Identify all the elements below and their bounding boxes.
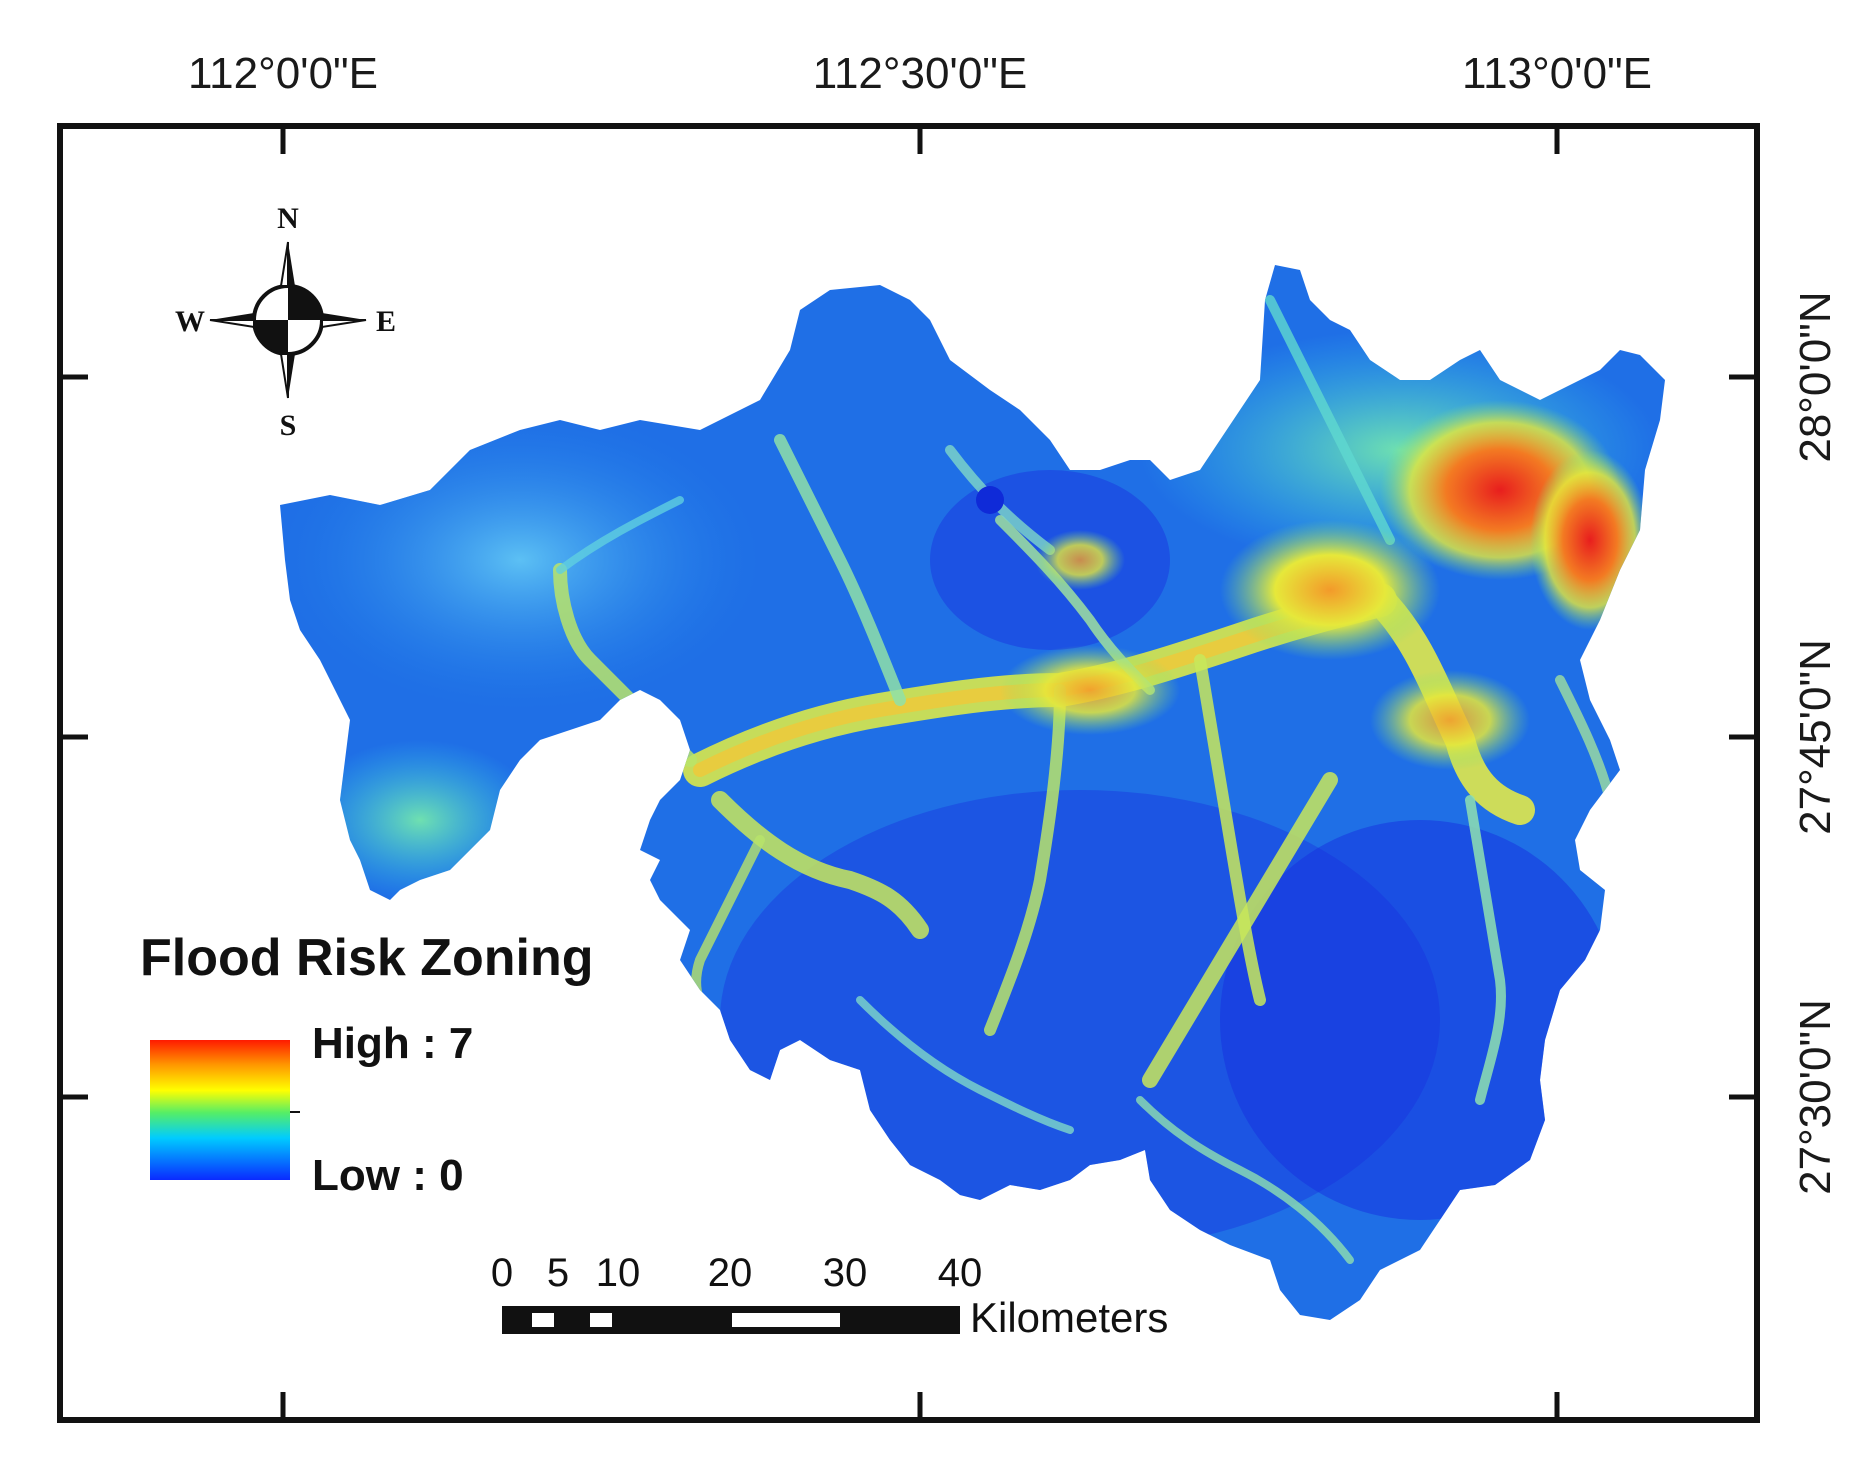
scale-bar: 0 5 10 20 30 40 Kilometers xyxy=(491,1251,1169,1341)
hotspot-east-core xyxy=(1530,450,1650,630)
legend: Flood Risk Zoning High : 7 Low : 0 xyxy=(140,929,594,1200)
lat-label-27-30: 27°30'0"N xyxy=(1791,999,1840,1195)
legend-low-label: Low : 0 xyxy=(312,1151,464,1200)
hotspot-city xyxy=(1220,520,1440,660)
lat-label-28-0: 28°0'0"N xyxy=(1791,291,1840,462)
southwest-green-zone xyxy=(300,740,540,900)
scale-tick-5: 5 xyxy=(547,1251,569,1295)
west-pale-zone xyxy=(280,410,760,710)
scale-unit: Kilometers xyxy=(970,1294,1168,1341)
graticule-ticks xyxy=(60,126,1757,1420)
hotspot-east-lower xyxy=(1370,670,1530,770)
deep-blue-southeast xyxy=(1220,820,1620,1220)
compass-e: E xyxy=(376,305,396,338)
compass-n: N xyxy=(277,202,299,235)
scale-tick-20: 20 xyxy=(708,1251,753,1295)
legend-title: Flood Risk Zoning xyxy=(140,929,594,987)
lat-label-27-45: 27°45'0"N xyxy=(1791,639,1840,835)
lon-label-112-0: 112°0'0"E xyxy=(188,49,378,98)
lon-label-112-30: 112°30'0"E xyxy=(813,49,1028,98)
water-body-north xyxy=(976,486,1004,514)
legend-high-label: High : 7 xyxy=(312,1019,473,1068)
hotspot-north-orange xyxy=(1035,530,1125,590)
scale-tick-0: 0 xyxy=(491,1251,513,1295)
map-frame xyxy=(57,123,1760,1423)
study-region xyxy=(280,265,1665,1320)
compass-w: W xyxy=(175,305,205,338)
lon-label-113-0: 113°0'0"E xyxy=(1462,49,1652,98)
scale-tick-30: 30 xyxy=(823,1251,868,1295)
compass-rose-icon: N S E W xyxy=(175,202,396,442)
compass-s: S xyxy=(280,409,297,442)
legend-color-ramp xyxy=(150,1040,290,1180)
scale-tick-40: 40 xyxy=(938,1251,983,1295)
scale-tick-10: 10 xyxy=(596,1251,641,1295)
hotspot-central xyxy=(1000,645,1180,735)
